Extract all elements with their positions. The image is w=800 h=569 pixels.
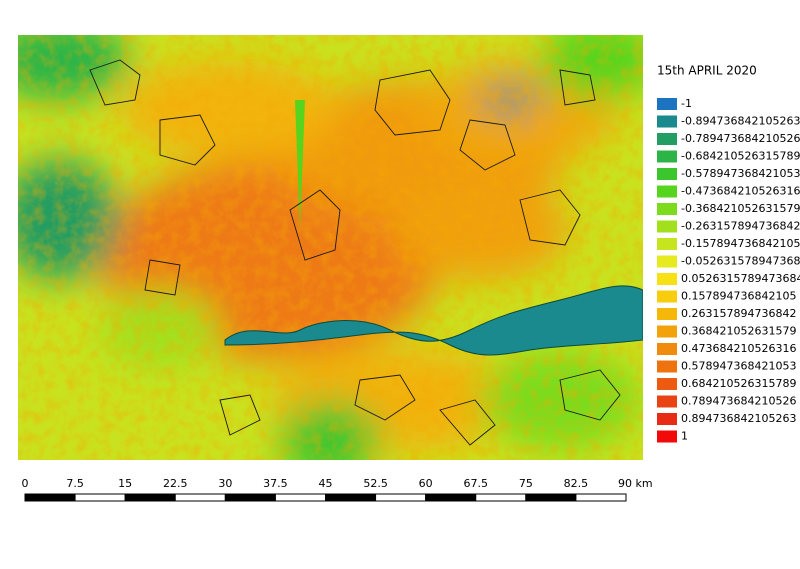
legend-swatch	[657, 133, 677, 145]
scale-label: 22.5	[163, 477, 188, 490]
legend-label: -0.263157894736842	[681, 220, 800, 233]
legend-swatch	[657, 255, 677, 268]
legend-label: 0.578947368421053	[681, 360, 796, 373]
legend-swatch	[657, 150, 677, 163]
scale-label: 82.5	[564, 477, 589, 490]
legend-label: -0.368421052631579	[681, 202, 800, 215]
ndvi-map	[18, 35, 643, 460]
legend-label: -0.684210526315789	[681, 150, 800, 163]
scale-label: 0	[22, 477, 29, 490]
legend-label: -0.157894736842105	[681, 237, 800, 250]
scale-label: 52.5	[363, 477, 388, 490]
legend-swatch	[657, 115, 677, 128]
scale-label: 30	[218, 477, 232, 490]
legend-title: 15th APRIL 2020	[657, 64, 757, 78]
scale-segment	[575, 493, 627, 502]
scale-label: 7.5	[66, 477, 84, 490]
scale-label: 45	[319, 477, 333, 490]
legend-swatch	[657, 98, 677, 110]
legend-label: 1	[681, 430, 688, 443]
scale-label: 37.5	[263, 477, 288, 490]
legend-label: 0.789473684210526	[681, 395, 796, 408]
scale-label: 75	[519, 477, 533, 490]
legend-swatch	[657, 430, 677, 443]
scale-label: 15	[118, 477, 132, 490]
legend-label: -0.473684210526316	[681, 185, 800, 198]
legend-swatch	[657, 378, 677, 390]
legend-swatch	[657, 413, 677, 425]
scale-segment	[274, 493, 326, 502]
scale-bar: 0 7.5 15 22.5 30 37.5 45 52.5 60 67.5 75 82.5 90 km	[22, 477, 653, 502]
legend-label: -0.789473684210526	[681, 132, 800, 145]
legend-label: 0.473684210526316	[681, 342, 796, 355]
legend-swatch	[657, 238, 677, 250]
scale-segment	[224, 493, 276, 502]
legend-swatch	[657, 273, 677, 285]
scale-segment	[174, 493, 226, 502]
legend-swatch	[657, 203, 677, 215]
scale-segment	[325, 493, 377, 502]
legend-label: 0.368421052631579	[681, 325, 796, 338]
legend-label: 0.0526315789473684	[681, 272, 800, 285]
scale-label: 90 km	[618, 477, 653, 490]
legend-swatch	[657, 325, 677, 338]
legend-label: 0.263157894736842	[681, 307, 796, 320]
scale-segment	[425, 493, 477, 502]
legend-label: -1	[681, 97, 692, 110]
legend: -1 -0.894736842105263 -0.789473684210526 -0…	[657, 97, 800, 443]
scale-segment	[475, 493, 527, 502]
scale-segment	[24, 493, 76, 502]
legend-swatch	[657, 395, 677, 408]
scale-label: 60	[419, 477, 433, 490]
legend-label: 0.157894736842105	[681, 290, 796, 303]
scale-segment	[124, 493, 176, 502]
legend-label: -0.894736842105263	[681, 115, 800, 128]
legend-swatch	[657, 290, 677, 303]
scale-segment	[74, 493, 126, 502]
legend-label: -0.0526315789473685	[681, 255, 800, 268]
legend-label: -0.578947368421053	[681, 167, 800, 180]
legend-swatch	[657, 343, 677, 355]
legend-swatch	[657, 185, 677, 198]
legend-swatch	[657, 220, 677, 233]
legend-swatch	[657, 308, 677, 320]
legend-label: 0.894736842105263	[681, 412, 796, 425]
scale-label: 67.5	[464, 477, 489, 490]
legend-swatch	[657, 168, 677, 180]
legend-label: 0.684210526315789	[681, 377, 796, 390]
scale-segment	[525, 493, 577, 502]
legend-swatch	[657, 360, 677, 373]
scale-segment	[375, 493, 427, 502]
